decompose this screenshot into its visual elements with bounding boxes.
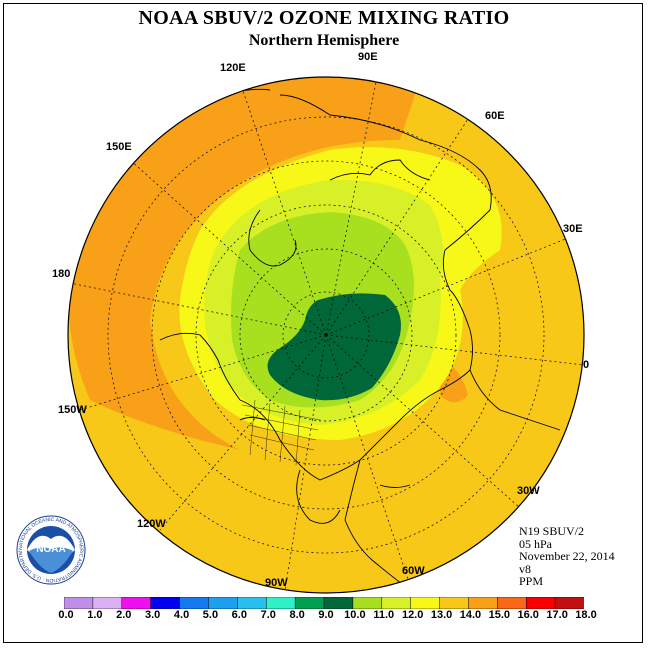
lon-label-120w: 120W <box>137 518 166 530</box>
info-date: November 22, 2014 <box>519 549 615 564</box>
colorbar <box>64 597 584 609</box>
colorbar-swatch <box>92 597 123 609</box>
lon-label-90w: 90W <box>265 577 288 589</box>
colorbar-tick-label: 9.0 <box>318 609 334 621</box>
colorbar-tick-label: 17.0 <box>546 609 568 621</box>
longitude-lines <box>69 77 584 591</box>
contour-9-10 <box>267 293 401 401</box>
colorbar-swatch <box>294 597 325 609</box>
colorbar-swatch <box>439 597 470 609</box>
colorbar-tick-label: 5.0 <box>202 609 219 621</box>
colorbar-swatch <box>150 597 181 609</box>
colorbar-tick-label: 1.0 <box>87 609 103 621</box>
noaa-logo: NATIONAL OCEANIC AND ATMOSPHERIC ADMINIS… <box>16 515 86 585</box>
colorbar-tick-label: 14.0 <box>459 609 482 621</box>
image-frame <box>3 3 643 643</box>
lon-label-150e: 150E <box>106 141 132 153</box>
colorbar-tick-label: 18.0 <box>575 609 597 621</box>
colorbar-swatch <box>208 597 239 609</box>
colorbar-tick-label: 7.0 <box>260 609 276 621</box>
colorbar-swatch <box>525 597 556 609</box>
ozone-field <box>68 77 584 593</box>
colorbar-tick-label: 12.0 <box>401 609 424 621</box>
info-units: PPM <box>519 574 544 589</box>
colorbar-swatch <box>381 597 412 609</box>
colorbar-tick-label: 4.0 <box>173 609 190 621</box>
lon-label-90e: 90E <box>358 51 378 63</box>
colorbar-tick-label: 16.0 <box>517 609 539 621</box>
map-title: NOAA SBUV/2 OZONE MIXING RATIO <box>138 7 510 29</box>
lon-label-180: 180 <box>52 268 71 280</box>
colorbar-swatch <box>121 597 152 609</box>
grid-hatch <box>241 399 321 466</box>
lon-label-120e: 120E <box>220 62 246 74</box>
info-satellite: N19 SBUV/2 <box>519 524 585 538</box>
colorbar-swatch <box>468 597 499 609</box>
colorbar-tick-label: 8.0 <box>289 609 305 621</box>
colorbar-tick-label: 3.0 <box>145 609 161 621</box>
colorbar-tick-label: 13.0 <box>430 609 453 621</box>
colorbar-swatch <box>323 597 354 609</box>
lon-label-30w: 30W <box>517 485 540 497</box>
lon-label-0: 0 <box>583 359 590 371</box>
colorbar-tick-label: 11.0 <box>373 609 395 621</box>
colorbar-swatch <box>554 597 584 609</box>
colorbar-swatch <box>352 597 383 609</box>
colorbar-swatch <box>237 597 267 609</box>
info-pressure: 05 hPa <box>519 536 552 551</box>
colorbar-tick-label: 10.0 <box>344 609 366 621</box>
lon-label-150w: 150W <box>58 404 87 416</box>
colorbar-swatch <box>497 597 527 609</box>
colorbar-tick-label: 6.0 <box>231 609 247 621</box>
map-subtitle: Northern Hemisphere <box>248 32 400 49</box>
colorbar-tick-label: 2.0 <box>116 609 132 621</box>
colorbar-swatch <box>410 597 441 609</box>
lon-label-60e: 60E <box>485 110 505 122</box>
lon-label-30e: 30E <box>563 223 583 235</box>
map-boundary <box>67 76 585 594</box>
contour-14-15 <box>68 77 420 450</box>
colorbar-swatch <box>64 597 94 609</box>
colorbar-tick-label: 0.0 <box>58 609 74 621</box>
lon-label-60w: 60W <box>402 565 425 577</box>
colorbar-swatch <box>179 597 210 609</box>
colorbar-tick-label: 15.0 <box>488 609 511 621</box>
info-version: v8 <box>519 561 531 576</box>
info-block: N19 SBUV/2 05 hPa November 22, 2014 v8 P… <box>519 525 615 588</box>
latitude-circles <box>107 116 545 554</box>
logo-text: NOAA <box>36 544 65 555</box>
colorbar-swatch <box>265 597 296 609</box>
